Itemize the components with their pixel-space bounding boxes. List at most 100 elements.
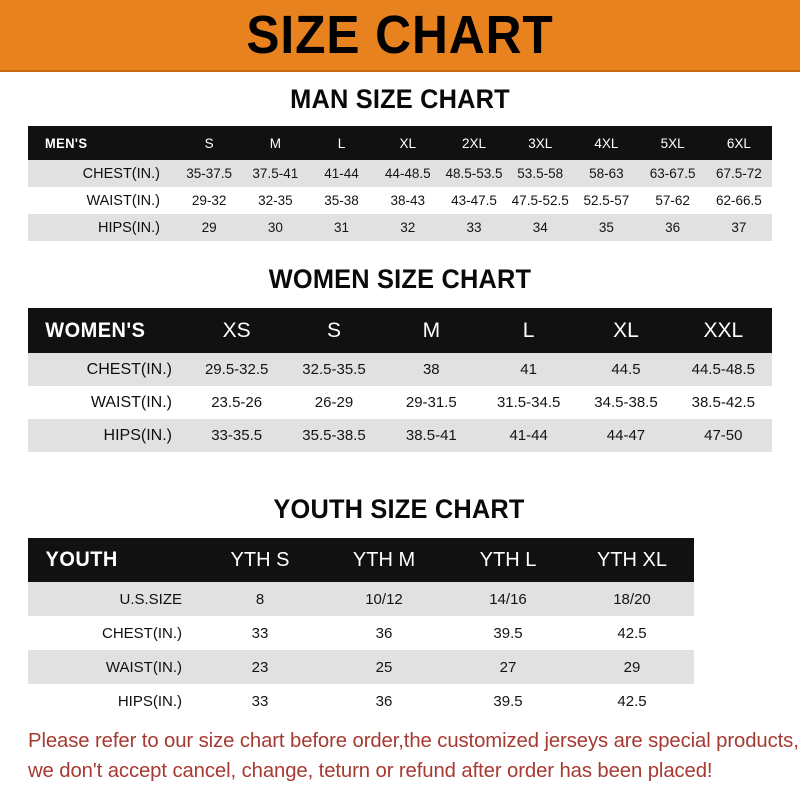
size-column-header: L bbox=[522, 318, 535, 342]
page-title: SIZE CHART bbox=[246, 5, 554, 65]
measurement-cell: 37 bbox=[731, 220, 747, 235]
row-label: CHEST(IN.) bbox=[82, 165, 160, 182]
measurement-cell: 38 bbox=[422, 361, 440, 378]
youth-section-title: YOUTH SIZE CHART bbox=[273, 494, 525, 524]
measurement-cell: 30 bbox=[267, 220, 283, 235]
table-row: CHEST(IN.) 35-37.5 37.5-41 41-44 44-48.5 48.5… bbox=[28, 160, 772, 187]
measurement-cell: 33 bbox=[251, 692, 269, 710]
measurement-cell: 63-67.5 bbox=[649, 166, 696, 181]
measurement-cell: 35-37.5 bbox=[186, 166, 232, 181]
men-table-body: MEN'S S M L XL 2XL 3XL 4XL 5XL 6XL CHEST(IN.) 35-37… bbox=[28, 126, 772, 241]
size-column-header: YTH M bbox=[352, 548, 416, 571]
measurement-cell: 58-63 bbox=[589, 166, 624, 181]
measurement-cell: 44-47 bbox=[606, 427, 646, 444]
measurement-cell: 42.5 bbox=[617, 692, 647, 710]
measurement-cell: 44.5 bbox=[611, 361, 641, 378]
size-column-header: 5XL bbox=[660, 135, 685, 151]
footer-line-2: we don't accept cancel, change, teturn o… bbox=[28, 759, 713, 782]
size-column-header: XL bbox=[613, 318, 639, 342]
measurement-cell: 29.5-32.5 bbox=[204, 361, 269, 378]
measurement-cell: 36 bbox=[375, 692, 393, 710]
table-row: WAIST(IN.) 23.5-26 26-29 29-31.5 31.5-34.5 34… bbox=[28, 386, 772, 419]
men-section-title: MAN SIZE CHART bbox=[290, 84, 510, 114]
row-label: WAIST(IN.) bbox=[86, 192, 160, 209]
measurement-cell: 33-35.5 bbox=[211, 427, 263, 444]
women-size-table: WOMEN'S XS S M L XL XXL CHEST(IN.) 29.5-32.5 32.5… bbox=[28, 308, 772, 452]
row-label: CHEST(IN.) bbox=[86, 360, 172, 378]
size-column-header: M bbox=[269, 135, 281, 151]
measurement-cell: 32-35 bbox=[258, 193, 293, 208]
measurement-cell: 62-66.5 bbox=[715, 193, 762, 208]
measurement-cell: 35-38 bbox=[324, 193, 359, 208]
women-section-title: WOMEN SIZE CHART bbox=[268, 264, 532, 294]
measurement-cell: 29 bbox=[623, 658, 641, 676]
measurement-cell: 35.5-38.5 bbox=[302, 427, 366, 444]
table-corner-label: YOUTH bbox=[45, 548, 118, 571]
footer-line-1: Please refer to our size chart before or… bbox=[28, 729, 799, 752]
youth-size-table: YOUTH YTH S YTH M YTH L YTH XL U.S.SIZE 8 10/12… bbox=[28, 538, 770, 718]
men-size-section: MAN SIZE CHART MEN'S S M L XL 2XL 3XL 4XL 5XL 6XL… bbox=[28, 84, 772, 241]
page-banner: SIZE CHART bbox=[0, 0, 800, 72]
measurement-cell: 8 bbox=[255, 590, 265, 608]
row-label: WAIST(IN.) bbox=[90, 393, 172, 411]
table-header-row: WOMEN'S XS S M L XL XXL bbox=[28, 308, 772, 353]
row-label: HIPS(IN.) bbox=[117, 692, 182, 710]
table-header-row: YOUTH YTH S YTH M YTH L YTH XL bbox=[28, 538, 770, 582]
measurement-cell: 34.5-38.5 bbox=[594, 394, 658, 411]
measurement-cell: 33 bbox=[466, 220, 482, 235]
measurement-cell: 38.5-41 bbox=[405, 427, 457, 444]
measurement-cell: 53.5-58 bbox=[517, 166, 564, 181]
size-column-header: YTH L bbox=[479, 548, 537, 571]
measurement-cell: 23 bbox=[251, 658, 269, 676]
measurement-cell: 42.5 bbox=[617, 624, 647, 642]
measurement-cell: 41-44 bbox=[324, 166, 359, 181]
row-label: HIPS(IN.) bbox=[103, 426, 172, 444]
table-row: HIPS(IN.) 33 36 39.5 42.5 bbox=[28, 684, 770, 718]
table-corner-label: WOMEN'S bbox=[45, 318, 146, 342]
measurement-cell: 39.5 bbox=[493, 624, 523, 642]
measurement-cell: 67.5-72 bbox=[715, 166, 762, 181]
size-column-header: S bbox=[326, 318, 341, 342]
table-row: CHEST(IN.) 29.5-32.5 32.5-35.5 38 41 44.5 44.5… bbox=[28, 353, 772, 386]
measurement-cell: 29 bbox=[201, 220, 217, 235]
measurement-cell: 29-31.5 bbox=[405, 394, 457, 411]
women-size-section: WOMEN SIZE CHART WOMEN'S XS S M L XL XXL CHEST(… bbox=[28, 264, 772, 452]
size-column-header: XL bbox=[399, 135, 417, 151]
measurement-cell: 31 bbox=[334, 220, 350, 235]
measurement-cell: 41 bbox=[520, 361, 537, 378]
measurement-cell: 32 bbox=[400, 220, 416, 235]
size-column-header: XS bbox=[222, 318, 251, 342]
men-size-table: MEN'S S M L XL 2XL 3XL 4XL 5XL 6XL CHEST(IN.) 35-37… bbox=[28, 126, 772, 241]
footer-disclaimer: Please refer to our size chart before or… bbox=[28, 726, 799, 786]
size-column-header: 4XL bbox=[594, 135, 619, 151]
measurement-cell: 29-32 bbox=[191, 193, 227, 208]
size-column-header: 2XL bbox=[461, 135, 486, 151]
measurement-cell: 36 bbox=[375, 624, 393, 642]
youth-size-section: YOUTH SIZE CHART YOUTH YTH S YTH M YTH L YTH… bbox=[28, 494, 770, 718]
table-header-row: MEN'S S M L XL 2XL 3XL 4XL 5XL 6XL bbox=[28, 126, 772, 160]
measurement-cell: 31.5-34.5 bbox=[496, 394, 561, 411]
size-column-header: YTH XL bbox=[596, 548, 668, 571]
measurement-cell: 43-47.5 bbox=[451, 193, 497, 208]
measurement-cell: 34 bbox=[532, 220, 548, 235]
measurement-cell: 37.5-41 bbox=[252, 166, 299, 181]
row-label: HIPS(IN.) bbox=[97, 219, 160, 236]
row-label: WAIST(IN.) bbox=[105, 658, 182, 676]
table-row: HIPS(IN.) 33-35.5 35.5-38.5 38.5-41 41-44 44-… bbox=[28, 419, 772, 452]
measurement-cell: 52.5-57 bbox=[583, 193, 630, 208]
table-row: U.S.SIZE 8 10/12 14/16 18/20 bbox=[28, 582, 770, 616]
measurement-cell: 44.5-48.5 bbox=[691, 361, 756, 378]
table-row: WAIST(IN.) 29-32 32-35 35-38 38-43 43-47.5 47.… bbox=[28, 187, 772, 214]
size-column-header: S bbox=[204, 135, 214, 151]
measurement-cell: 26-29 bbox=[314, 394, 354, 411]
table-row: WAIST(IN.) 23 25 27 29 bbox=[28, 650, 770, 684]
measurement-cell: 10/12 bbox=[365, 590, 403, 608]
measurement-cell: 35 bbox=[598, 220, 614, 235]
table-row: HIPS(IN.) 29 30 31 32 33 34 35 36 37 bbox=[28, 214, 772, 241]
measurement-cell: 23.5-26 bbox=[211, 394, 263, 411]
measurement-cell: 44-48.5 bbox=[384, 166, 431, 181]
table-row: CHEST(IN.) 33 36 39.5 42.5 bbox=[28, 616, 770, 650]
measurement-cell: 38-43 bbox=[390, 193, 426, 208]
measurement-cell: 14/16 bbox=[489, 590, 527, 608]
